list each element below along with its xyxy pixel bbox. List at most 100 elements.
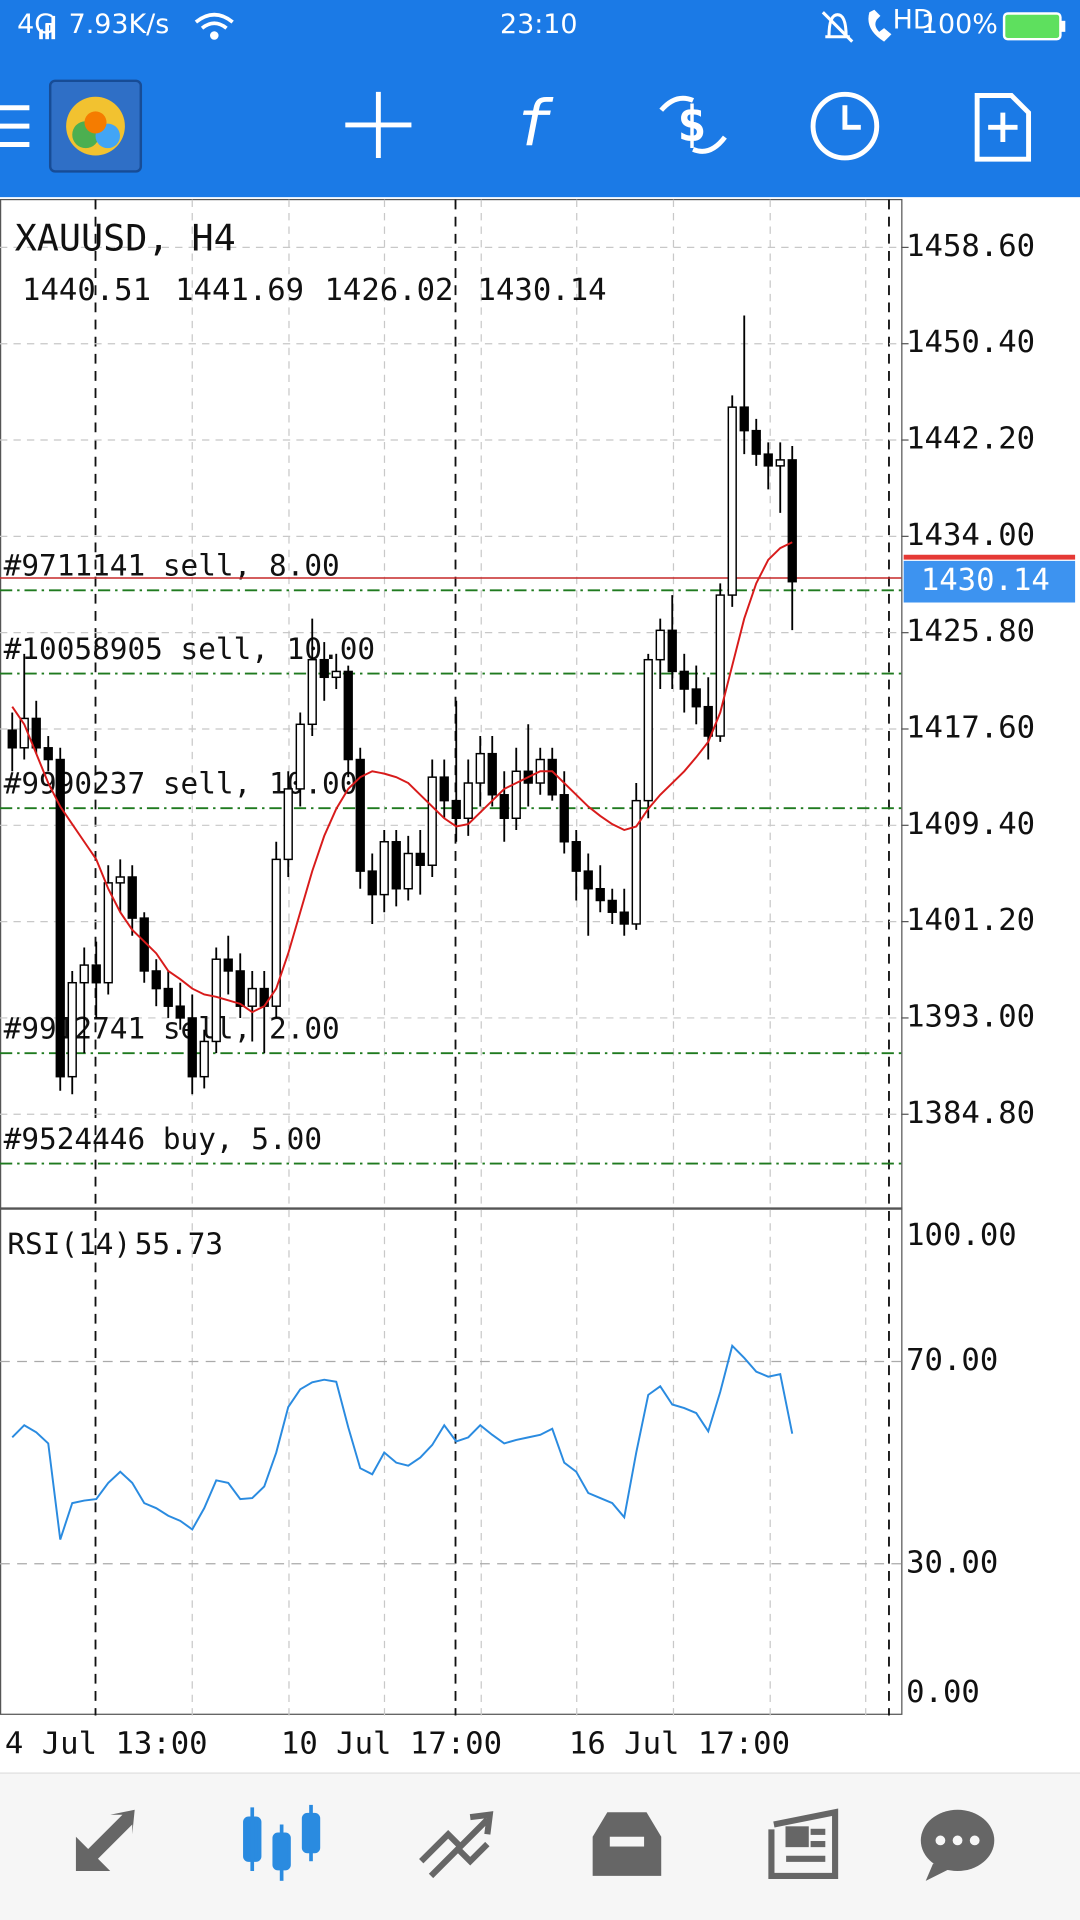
candle-body [415,852,425,866]
rsi-tick-label: 100.00 [906,1218,1017,1253]
ohlc-low: 1426.02 [324,273,453,308]
rsi-tick-label: 70.00 [906,1343,998,1378]
candle-body [127,876,137,919]
candle-body [751,429,761,455]
candle-body [787,459,797,583]
candle-body [463,782,473,819]
candle-body [451,799,461,819]
rsi-line [11,1343,794,1540]
ohlc-high: 1441.69 [175,273,304,308]
candle-body [331,670,341,679]
x-tick-label: 16 Jul 17:00 [569,1726,790,1761]
menu-button[interactable] [0,105,30,147]
vertical-grid [94,199,890,1716]
candle-body [571,841,581,872]
y-tick-label: 1458.60 [906,229,1035,264]
period-button[interactable] [810,91,880,161]
y-tick-label: 1401.20 [906,903,1035,938]
candle-body [487,752,497,796]
candle-body [7,729,17,749]
x-tick-label: 4 Jul 13:00 [5,1726,208,1761]
candle-body [223,958,233,972]
candle-body [703,705,713,737]
candle-body [547,758,557,796]
candle-body [631,799,641,925]
current-price-box [903,560,1076,603]
candle-body [559,794,569,843]
y-tick-label: 1384.80 [906,1096,1035,1131]
rsi-value: 55.73 [135,1227,223,1261]
candle-body [775,459,785,467]
candle-body [655,629,665,661]
candle-body [187,1017,197,1078]
candle-body [295,723,305,790]
nav-chat[interactable] [920,1809,995,1881]
trade-button[interactable]: $ [659,95,727,154]
crosshair-button[interactable] [345,91,412,158]
moving-average [11,541,793,1014]
clock: 23:10 [500,9,578,40]
candle-body [763,453,773,467]
app-logo[interactable] [48,79,143,173]
chart-title: XAUUSD, H4 [15,217,236,260]
nav-news[interactable] [768,1808,839,1879]
candle-body [715,594,725,737]
candle-body [691,688,701,708]
candle-body [643,658,653,802]
candle-body [319,658,329,679]
nav-trade[interactable] [419,1811,494,1879]
ohlc-open: 1440.51 [22,273,151,308]
candle-body [355,758,365,872]
candle-body [343,670,353,761]
nav-chart[interactable] [243,1804,321,1881]
candle-body [91,964,101,984]
candle-body [163,987,173,1007]
svg-text:$: $ [677,96,706,153]
rsi-name: RSI(14) [7,1227,131,1261]
order-label: #9912741 sell, 2.00 [4,1011,340,1045]
candle-body [619,911,629,925]
network: 4G [17,9,55,40]
candle-body [499,794,509,819]
candle-body [667,629,677,673]
order-label: #9711141 sell, 8.00 [4,549,340,583]
candle-body [607,899,617,913]
template-button[interactable] [974,93,1032,162]
candle-body [211,958,221,1043]
indicators-button[interactable]: f [515,87,554,161]
candle-body [379,841,389,896]
y-tick-label: 1425.80 [906,614,1035,649]
ohlc-close: 1430.14 [478,273,607,308]
nav-quotes[interactable] [75,1809,135,1872]
candle-body [235,970,245,1007]
candle-body [43,747,53,761]
call-icon [868,9,892,42]
signal-icon [39,15,56,40]
candle-body [103,882,113,984]
x-tick-label: 10 Jul 17:00 [281,1726,502,1761]
hd-label: HD [893,4,934,35]
nav-history[interactable] [592,1812,662,1876]
battery-tip [1060,20,1066,32]
app-bar [0,0,1080,198]
candle-body [511,770,521,819]
candle-body [391,841,401,890]
order-label: #9524446 buy, 5.00 [4,1122,322,1156]
candle-body [739,406,749,432]
y-tick-label: 1409.40 [906,807,1035,842]
rsi-tick-label: 30.00 [906,1545,998,1580]
bottom-nav [0,1773,1080,1920]
candle-body [247,987,257,1007]
plot: #9711141 sell, 8.00 #10058905 sell, 10.00… [0,246,902,1565]
candle-body [475,752,485,784]
candle-body [427,776,437,866]
order-label: #10058905 sell, 10.00 [4,632,375,666]
battery-icon [1002,12,1062,41]
candle-body [439,776,449,802]
candle-body [367,870,377,896]
battery-text: 100% [921,9,998,40]
candle-body [595,888,605,902]
y-tick-label: 1442.20 [906,422,1035,457]
